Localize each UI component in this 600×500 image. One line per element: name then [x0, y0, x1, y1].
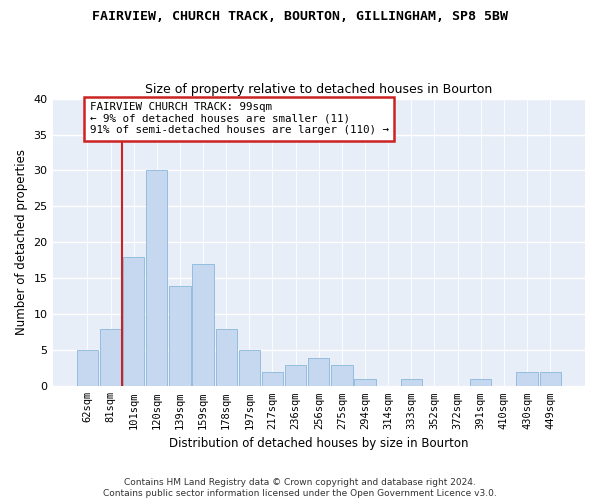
Bar: [285, 364, 306, 386]
Bar: [146, 170, 167, 386]
Bar: [239, 350, 260, 386]
Bar: [193, 264, 214, 386]
Bar: [215, 329, 237, 386]
Bar: [262, 372, 283, 386]
Bar: [539, 372, 561, 386]
Bar: [77, 350, 98, 386]
Title: Size of property relative to detached houses in Bourton: Size of property relative to detached ho…: [145, 83, 493, 96]
Text: FAIRVIEW CHURCH TRACK: 99sqm
← 9% of detached houses are smaller (11)
91% of sem: FAIRVIEW CHURCH TRACK: 99sqm ← 9% of det…: [90, 102, 389, 136]
Bar: [401, 379, 422, 386]
Bar: [470, 379, 491, 386]
Text: FAIRVIEW, CHURCH TRACK, BOURTON, GILLINGHAM, SP8 5BW: FAIRVIEW, CHURCH TRACK, BOURTON, GILLING…: [92, 10, 508, 23]
Text: Contains HM Land Registry data © Crown copyright and database right 2024.
Contai: Contains HM Land Registry data © Crown c…: [103, 478, 497, 498]
X-axis label: Distribution of detached houses by size in Bourton: Distribution of detached houses by size …: [169, 437, 469, 450]
Y-axis label: Number of detached properties: Number of detached properties: [15, 150, 28, 336]
Bar: [100, 329, 121, 386]
Bar: [308, 358, 329, 386]
Bar: [331, 364, 353, 386]
Bar: [355, 379, 376, 386]
Bar: [517, 372, 538, 386]
Bar: [169, 286, 191, 386]
Bar: [123, 257, 145, 386]
